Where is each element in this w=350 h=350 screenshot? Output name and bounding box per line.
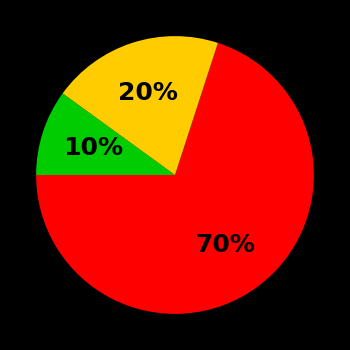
Wedge shape <box>63 36 218 175</box>
Text: 70%: 70% <box>196 233 255 257</box>
Wedge shape <box>36 93 175 175</box>
Text: 10%: 10% <box>63 136 123 160</box>
Wedge shape <box>36 43 314 314</box>
Text: 20%: 20% <box>118 81 178 105</box>
